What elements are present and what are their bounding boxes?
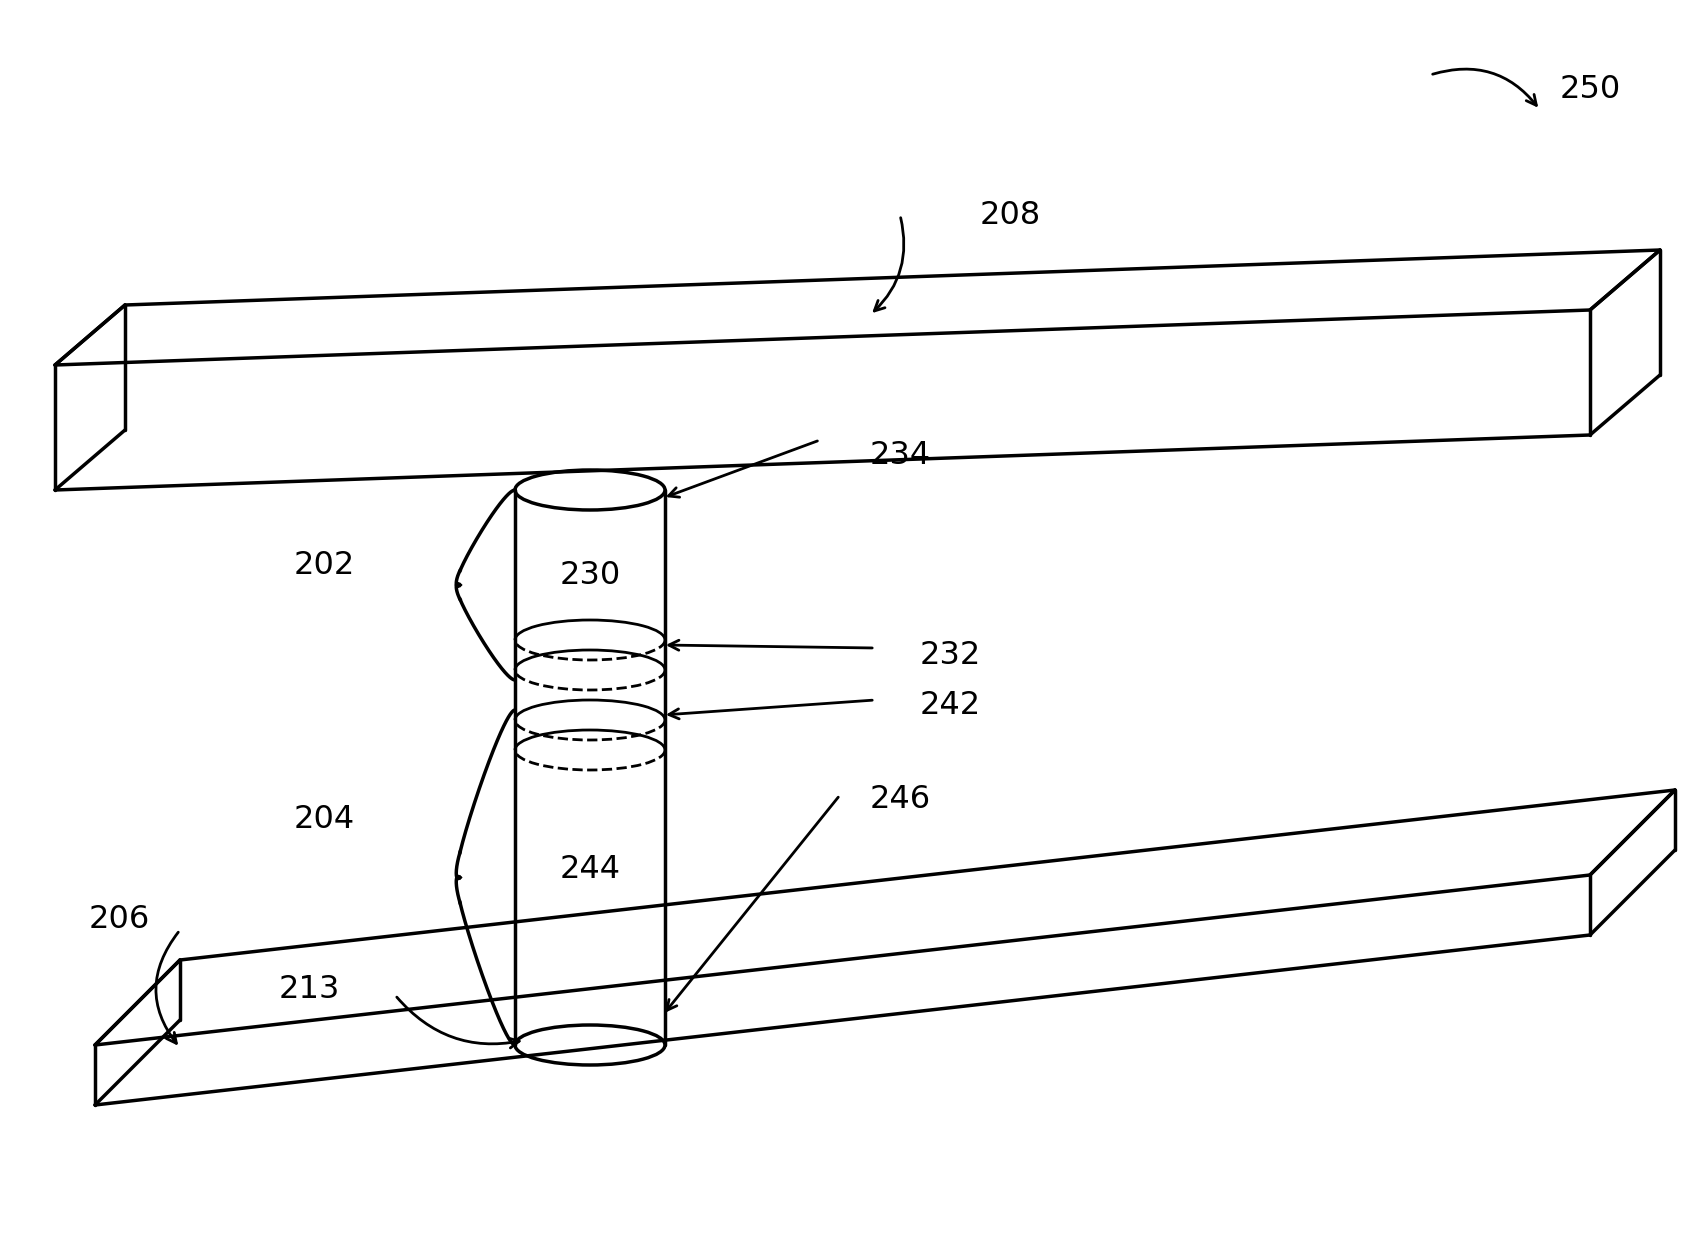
Text: 202: 202 [294,549,355,581]
Text: 234: 234 [871,440,930,471]
Text: 204: 204 [294,805,355,836]
Text: 206: 206 [89,905,150,936]
Text: 244: 244 [560,855,621,886]
Text: 213: 213 [278,974,340,1006]
Text: 208: 208 [980,199,1041,231]
Text: 232: 232 [920,639,982,670]
Text: 250: 250 [1560,75,1622,106]
Text: 230: 230 [560,559,621,591]
Text: 242: 242 [920,689,982,720]
Text: 246: 246 [871,785,930,815]
